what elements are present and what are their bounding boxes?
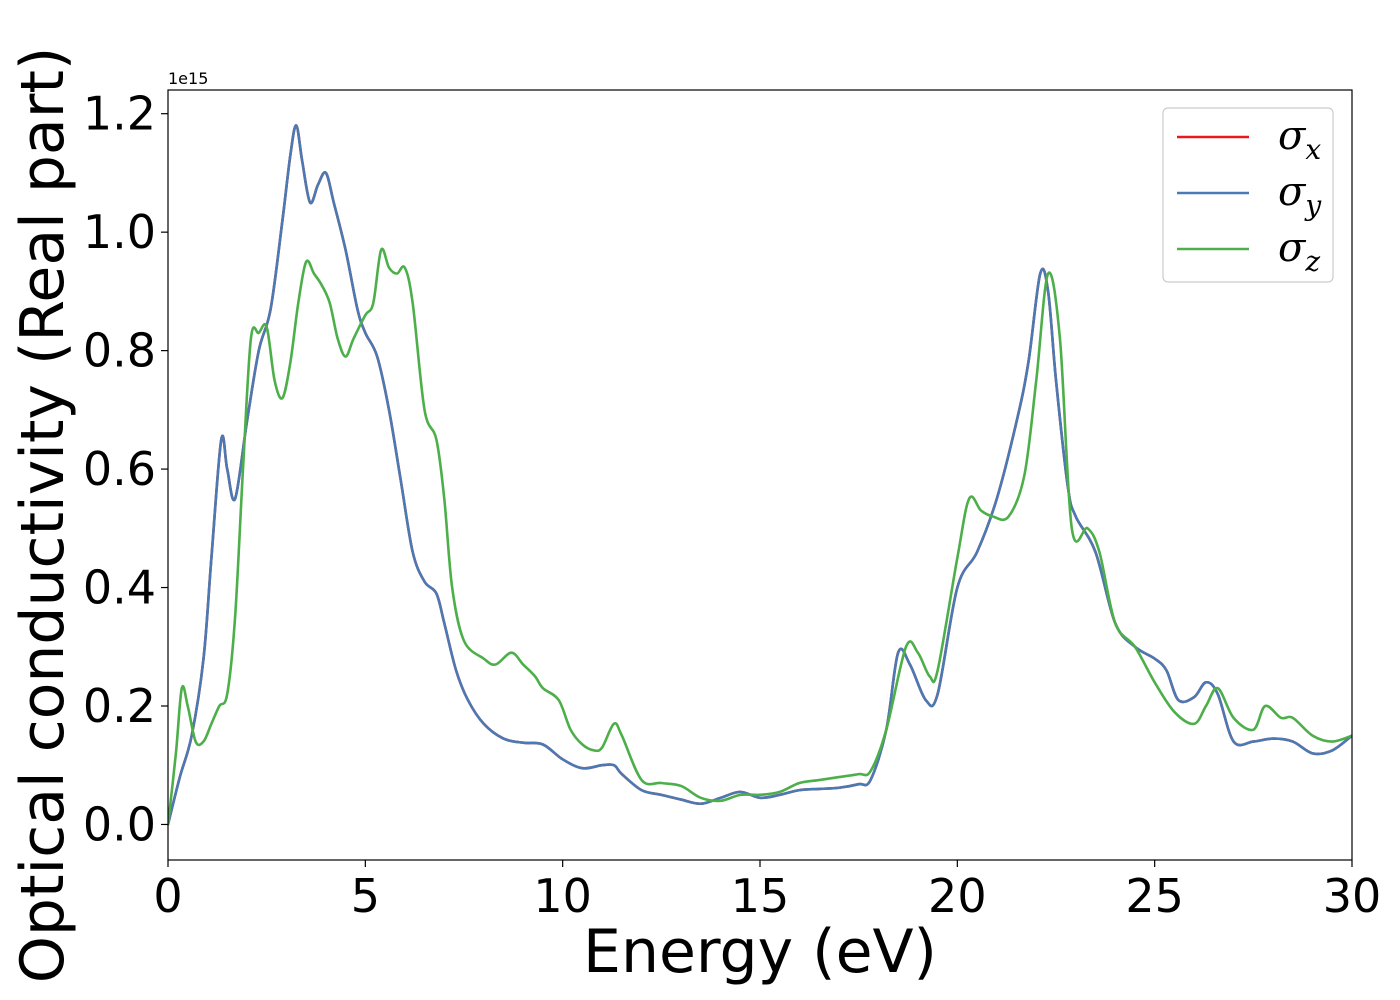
- y-tick-label: 1.0: [83, 205, 156, 259]
- x-tick-label: 25: [1125, 869, 1184, 923]
- legend-box: [1162, 107, 1334, 283]
- y-tick-label: 1.2: [83, 87, 156, 141]
- x-tick-label: 10: [533, 869, 592, 923]
- series-layer: [168, 124, 1352, 826]
- legend-label-sigma-x: σx: [1278, 113, 1321, 166]
- x-tick-label: 15: [731, 869, 790, 923]
- x-tick-label: 30: [1323, 869, 1382, 923]
- y-tick-label: 0.8: [83, 324, 156, 378]
- legend-label-sigma-y: σy: [1278, 169, 1322, 222]
- x-axis: 0 5 10 15 20 25 30: [153, 860, 1381, 923]
- x-tick-label: 5: [351, 869, 380, 923]
- series-line-sigma-z: [168, 247, 1352, 826]
- y-tick-label: 0.0: [83, 797, 156, 851]
- x-tick-label: 0: [153, 869, 182, 923]
- y-axis: 0.0 0.2 0.4 0.6 0.8 1.0 1.2: [83, 87, 168, 851]
- x-tick-label: 20: [928, 869, 987, 923]
- y-axis-label: Optical conductivity (Real part): [8, 47, 78, 984]
- legend-label-sigma-z: σz: [1278, 225, 1320, 278]
- y-tick-label: 0.6: [83, 442, 156, 496]
- y-tick-label: 0.2: [83, 679, 156, 733]
- y-tick-label: 0.4: [83, 561, 156, 615]
- x-axis-label: Energy (eV): [583, 917, 937, 987]
- y-offset-label: 1e15: [168, 69, 208, 88]
